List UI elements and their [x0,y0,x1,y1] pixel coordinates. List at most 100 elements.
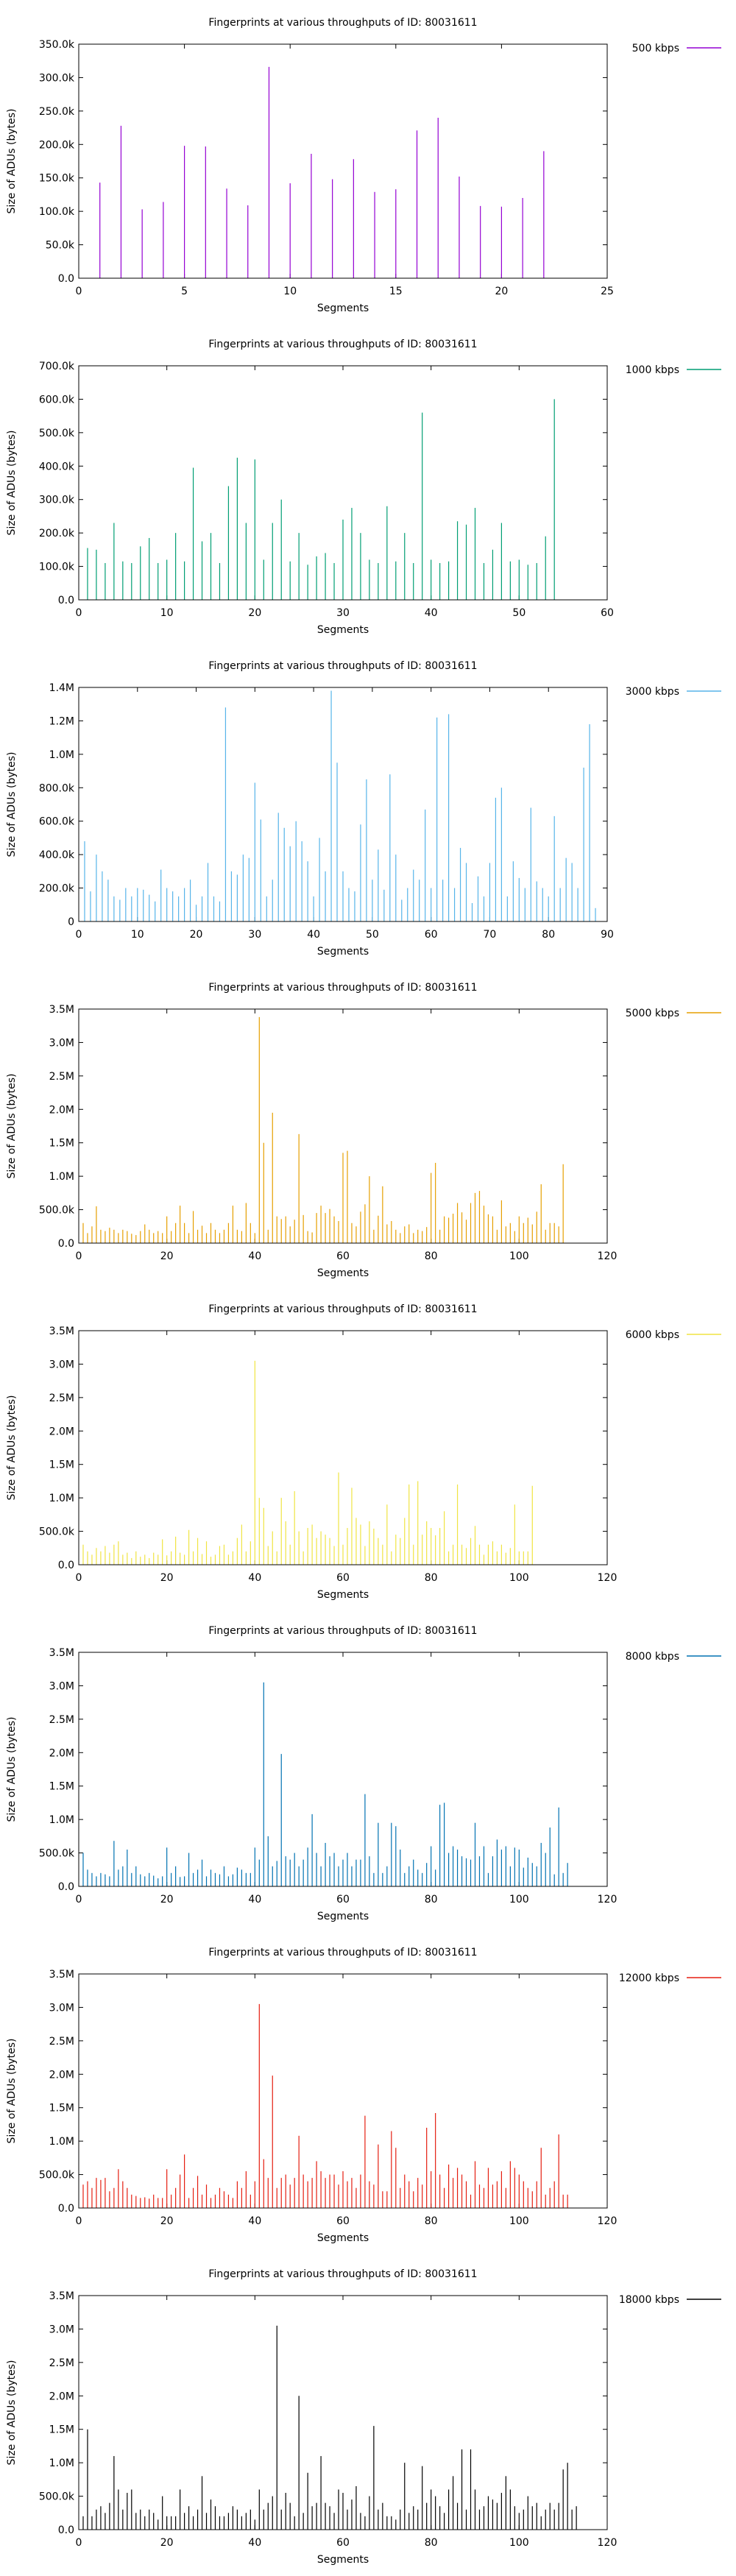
x-tick-label: 80 [425,1250,438,1262]
y-axis-label: Size of ADUs (bytes) [6,2039,18,2144]
y-tick-label: 1.0M [49,1814,74,1826]
y-tick-label: 3.5M [49,1326,74,1337]
y-tick-label: 1.0M [49,749,74,761]
y-tick-label: 500.0k [39,1205,75,1217]
chart-title: Fingerprints at various throughputs of I… [208,1947,477,1958]
chart-panel: Fingerprints at various throughputs of I… [0,1287,736,1608]
y-axis-label: Size of ADUs (bytes) [6,1074,18,1179]
x-tick-label: 50 [366,929,379,941]
y-tick-label: 400.0k [39,461,75,473]
y-tick-label: 1.5M [49,1459,74,1471]
y-axis-label: Size of ADUs (bytes) [6,431,18,536]
chart-panel: Fingerprints at various throughputs of I… [0,1608,736,1930]
legend-label: 1000 kbps [626,364,679,376]
y-tick-label: 3.0M [49,1680,74,1692]
y-axis-label: Size of ADUs (bytes) [6,1717,18,1822]
x-axis-label: Segments [317,946,369,958]
x-axis-label: Segments [317,2232,369,2244]
x-axis-label: Segments [317,302,369,314]
x-tick-label: 40 [248,2537,261,2549]
x-tick-label: 120 [598,1572,618,1584]
x-tick-label: 15 [389,286,403,297]
x-tick-label: 120 [598,2215,618,2227]
plot-frame [78,1008,608,1244]
x-tick-label: 100 [509,2537,529,2549]
legend-label: 12000 kbps [619,1972,679,1984]
y-tick-label: 1.0M [49,1493,74,1504]
chart-title: Fingerprints at various throughputs of I… [208,339,477,350]
y-tick-label: 2.5M [49,2036,74,2048]
y-tick-label: 200.0k [39,883,75,895]
chart-title: Fingerprints at various throughputs of I… [208,2268,477,2280]
chart-title: Fingerprints at various throughputs of I… [208,982,477,994]
y-tick-label: 2.0M [49,2069,74,2081]
x-tick-label: 0 [76,607,82,619]
x-tick-label: 80 [425,1894,438,1906]
y-tick-label: 500.0k [39,1848,75,1860]
x-tick-label: 80 [425,1572,438,1584]
chart-panel: Fingerprints at various throughputs of I… [0,965,736,1287]
x-tick-label: 50 [512,607,526,619]
y-tick-label: 300.0k [39,72,75,84]
x-tick-label: 60 [336,1894,350,1906]
y-tick-label: 2.0M [49,2391,74,2402]
legend-label: 18000 kbps [619,2294,679,2306]
x-tick-label: 60 [336,1572,350,1584]
y-tick-label: 2.0M [49,1104,74,1116]
x-tick-label: 40 [248,1250,261,1262]
legend-label: 6000 kbps [626,1329,679,1341]
y-tick-label: 600.0k [39,394,75,406]
y-tick-label: 3.0M [49,2002,74,2014]
x-tick-label: 80 [425,2537,438,2549]
chart-svg: Fingerprints at various throughputs of I… [6,1303,721,1601]
y-tick-label: 2.5M [49,2357,74,2369]
chart-panel: Fingerprints at various throughputs of I… [0,1930,736,2251]
x-tick-label: 40 [307,929,320,941]
x-tick-label: 30 [248,929,261,941]
chart-panel: Fingerprints at various throughputs of I… [0,2251,736,2573]
x-tick-label: 90 [601,929,614,941]
x-tick-label: 20 [160,1894,174,1906]
x-axis-label: Segments [317,1589,369,1601]
y-tick-label: 3.5M [49,1647,74,1659]
chart-svg: Fingerprints at various throughputs of I… [6,17,721,314]
y-tick-label: 2.0M [49,1426,74,1437]
y-tick-label: 1.0M [49,2458,74,2469]
chart-title: Fingerprints at various throughputs of I… [208,1625,477,1637]
x-tick-label: 40 [248,1894,261,1906]
x-tick-label: 100 [509,1894,529,1906]
x-axis-label: Segments [317,1267,369,1279]
y-tick-label: 0.0 [58,595,74,606]
y-tick-label: 1.4M [49,682,74,694]
x-tick-label: 5 [181,286,188,297]
x-tick-label: 0 [76,2537,82,2549]
chart-title: Fingerprints at various throughputs of I… [208,17,477,29]
x-tick-label: 20 [190,929,203,941]
y-tick-label: 3.5M [49,2290,74,2302]
y-axis-label: Size of ADUs (bytes) [6,2360,18,2466]
plot-frame [78,2295,608,2530]
plot-frame [78,1652,608,1887]
x-tick-label: 120 [598,1894,618,1906]
x-tick-label: 0 [76,2215,82,2227]
x-tick-label: 30 [336,607,350,619]
y-tick-label: 3.5M [49,1969,74,1981]
y-tick-label: 1.0M [49,1171,74,1183]
x-tick-label: 0 [76,1894,82,1906]
y-tick-label: 0.0 [58,273,74,285]
y-tick-label: 1.5M [49,2103,74,2115]
x-tick-label: 20 [160,1572,174,1584]
chart-svg: Fingerprints at various throughputs of I… [6,339,721,636]
y-tick-label: 800.0k [39,782,75,794]
x-tick-label: 120 [598,1250,618,1262]
y-tick-label: 2.5M [49,1071,74,1083]
x-tick-label: 60 [336,2537,350,2549]
x-tick-label: 10 [131,929,144,941]
y-tick-label: 0.0 [58,1238,74,1250]
legend-label: 3000 kbps [626,686,679,698]
y-tick-label: 600.0k [39,816,75,828]
x-tick-label: 0 [76,1250,82,1262]
y-tick-label: 1.5M [49,1138,74,1150]
x-tick-label: 100 [509,1250,529,1262]
chart-svg: Fingerprints at various throughputs of I… [6,2268,721,2566]
